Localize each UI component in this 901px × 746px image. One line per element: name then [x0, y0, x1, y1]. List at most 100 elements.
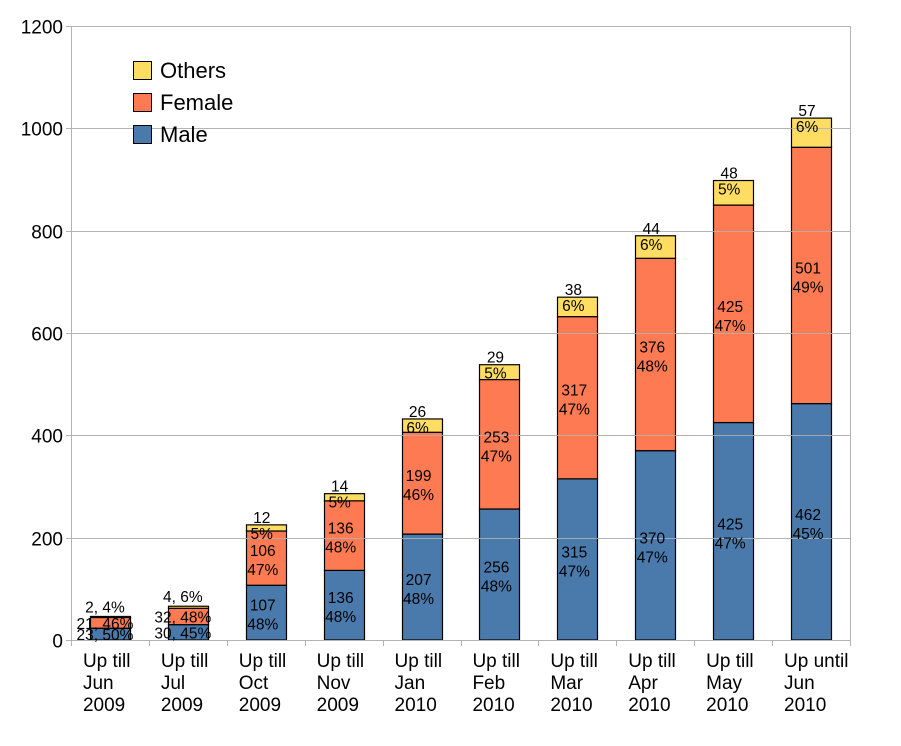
legend-label-male: Male — [160, 122, 208, 147]
bar-others — [245, 524, 288, 532]
x-tick-label-line: 2009 — [239, 695, 281, 716]
data-label-others: 5% — [718, 182, 741, 199]
x-tick-label-line: Up till — [550, 651, 598, 672]
data-label-others: 4, 6% — [163, 589, 203, 606]
x-tick-label-line: Jun — [83, 673, 114, 694]
data-label-others: 57 — [798, 103, 815, 120]
data-label-female: 21, 46% — [77, 616, 134, 633]
data-label-female: 47% — [481, 448, 512, 465]
x-tick-label-line: Nov — [317, 673, 351, 694]
data-label-female: 49% — [793, 279, 824, 296]
data-label-others: 6% — [406, 420, 429, 437]
x-tick-label-line: 2009 — [83, 695, 125, 716]
x-tick-label: Up till Jul 2009 — [161, 651, 209, 716]
bar-female — [401, 431, 444, 535]
data-label-female: 106 — [250, 543, 276, 560]
gridlines-overlay — [71, 26, 850, 539]
data-label-others: 6% — [562, 298, 585, 315]
bar-male — [478, 508, 521, 641]
legend-swatch-others — [133, 61, 152, 80]
data-label-female: 199 — [406, 468, 432, 485]
data-label-male: 48% — [325, 609, 356, 626]
bar-others — [323, 493, 366, 502]
data-label-female: 501 — [795, 260, 821, 277]
y-tick-label: 1200 — [21, 18, 63, 39]
data-label-male: 136 — [328, 590, 354, 607]
bar-female — [245, 530, 288, 586]
bar-female — [790, 146, 833, 405]
x-tick-label: Up till May 2010 — [706, 651, 754, 716]
x-tick-label-line: Jul — [161, 673, 185, 694]
bar-others — [478, 364, 521, 381]
bar-female — [323, 500, 366, 572]
legend-swatch-female — [133, 93, 152, 112]
x-tick-label-line: 2010 — [395, 695, 437, 716]
data-label-male: 30, 45% — [154, 625, 211, 642]
data-label-others: 29 — [487, 350, 504, 367]
bar-female — [478, 378, 521, 510]
bar-others — [634, 235, 677, 259]
x-tick-label-line: 2010 — [628, 695, 670, 716]
data-label-male: 47% — [559, 563, 590, 580]
bar-others — [790, 117, 833, 148]
data-label-male: 256 — [484, 560, 510, 577]
x-tick-label-line: 2009 — [161, 695, 203, 716]
data-label-male: 462 — [795, 507, 821, 524]
x-tick-label-line: Up till — [395, 651, 443, 672]
data-label-others: 14 — [331, 479, 349, 496]
data-label-female: 46% — [403, 487, 434, 504]
data-label-female: 47% — [559, 402, 590, 419]
data-label-female: 48% — [637, 358, 668, 375]
data-label-male: 48% — [403, 591, 434, 608]
data-label-male: 45% — [793, 526, 824, 543]
bar-male — [556, 478, 599, 641]
x-tick-label-line: 2009 — [317, 695, 359, 716]
y-tick-label: 200 — [31, 530, 63, 551]
bar-female — [712, 204, 755, 424]
x-tick-label-line: Up till — [628, 651, 676, 672]
x-tick-label: Up till Feb 2010 — [472, 651, 520, 716]
bar-male — [323, 569, 366, 641]
data-label-male: 47% — [715, 535, 746, 552]
data-label-male: 107 — [250, 598, 276, 615]
data-label-others: 38 — [565, 282, 582, 299]
data-label-female: 317 — [561, 383, 587, 400]
data-label-others: 26 — [409, 404, 426, 421]
y-tick-label: 800 — [31, 223, 63, 244]
bar-female — [634, 257, 677, 452]
x-tick-label-line: Up till — [317, 651, 365, 672]
data-label-others: 5% — [328, 495, 351, 512]
data-label-male: 48% — [481, 579, 512, 596]
data-label-others: 5% — [251, 526, 274, 543]
data-label-male: 23, 50% — [77, 627, 134, 644]
x-tick-label-line: 2010 — [550, 695, 592, 716]
data-label-others: 6% — [640, 237, 663, 254]
bar-others — [89, 615, 132, 619]
data-labels: 23, 50%21, 46%2, 4% 30, 45%32, 48% 4, 6% 10… — [77, 103, 824, 644]
data-label-female: 47% — [247, 562, 278, 579]
data-label-female: 47% — [715, 318, 746, 335]
y-tick-label: 600 — [31, 325, 63, 346]
x-tick-label-line: Up till — [472, 651, 520, 672]
x-tick-label-line: May — [706, 673, 742, 694]
data-label-others: 12 — [253, 510, 270, 527]
legend-label-female: Female — [160, 90, 233, 115]
bar-male — [634, 450, 677, 641]
data-label-male: 370 — [639, 530, 665, 547]
data-label-female: 376 — [639, 339, 665, 356]
x-tick-label-line: Up till — [83, 651, 131, 672]
x-tick-label-line: Feb — [472, 673, 505, 694]
data-label-female: 253 — [484, 429, 510, 446]
x-tick-label-line: 2010 — [706, 695, 748, 716]
bar-others — [556, 296, 599, 318]
data-label-male: 47% — [637, 549, 668, 566]
legend-swatch-male — [133, 125, 152, 144]
y-tick-label: 400 — [31, 427, 63, 448]
x-tick-label: Up till Mar 2010 — [550, 651, 598, 716]
data-label-others: 5% — [484, 366, 507, 383]
x-tick-label: Up till Jan 2010 — [395, 651, 443, 716]
x-tick-label-line: Jun — [784, 673, 815, 694]
bar-others — [712, 179, 755, 206]
